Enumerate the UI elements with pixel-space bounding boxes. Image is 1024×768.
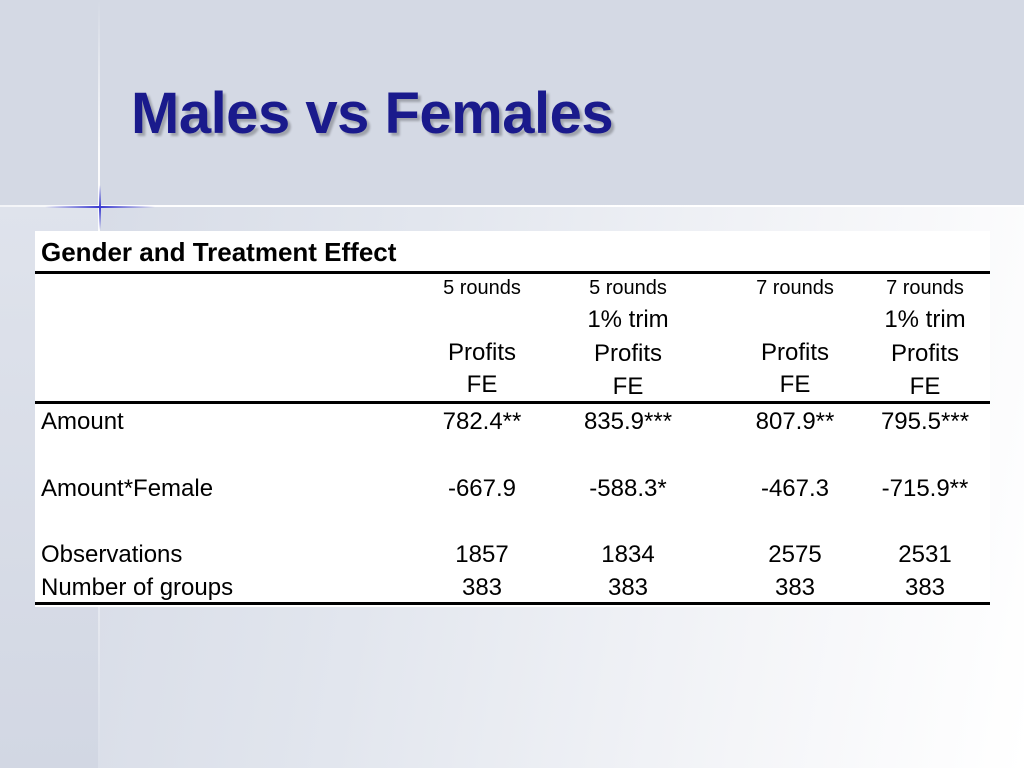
cell-amount-col3: 807.9** xyxy=(755,408,835,435)
col1-dep: Profits xyxy=(447,339,517,366)
table-caption: Gender and Treatment Effect xyxy=(41,237,397,267)
cell-amount-female-col3: -467.3 xyxy=(760,475,830,502)
cell-observations-col4: 2531 xyxy=(898,541,952,568)
col1-rounds: 5 rounds xyxy=(443,277,521,299)
title-band xyxy=(0,0,1024,205)
col4-dep: Profits xyxy=(890,340,960,367)
col2-dep: Profits xyxy=(593,340,663,367)
cell-groups-col2: 383 xyxy=(607,574,649,601)
cell-amount-female-col4: -715.9** xyxy=(881,475,969,502)
cell-amount-col1: 782.4** xyxy=(442,408,522,435)
col4-rounds: 7 rounds xyxy=(886,277,964,299)
col4-trim: 1% trim xyxy=(884,306,966,333)
col2-model: FE xyxy=(612,373,644,400)
cell-groups-col3: 383 xyxy=(774,574,816,601)
col3-rounds: 7 rounds xyxy=(756,277,834,299)
slide-title: Males vs Females xyxy=(131,81,614,146)
row-label-number-of-groups: Number of groups xyxy=(41,574,234,601)
cell-amount-female-col1: -667.9 xyxy=(447,475,517,502)
col3-dep: Profits xyxy=(760,339,830,366)
col3-model: FE xyxy=(779,371,811,398)
table-top-rule xyxy=(35,271,990,274)
table-header-rule xyxy=(35,401,990,404)
col2-trim: 1% trim xyxy=(587,306,669,333)
cell-amount-col2: 835.9*** xyxy=(583,408,673,435)
col4-model: FE xyxy=(909,373,941,400)
results-table: Gender and Treatment Effect 5 rounds 5 r… xyxy=(35,231,990,607)
cell-amount-col4: 795.5*** xyxy=(880,408,970,435)
col2-rounds: 5 rounds xyxy=(589,277,667,299)
cell-groups-col1: 383 xyxy=(461,574,503,601)
cell-observations-col3: 2575 xyxy=(768,541,822,568)
row-label-amount-female: Amount*Female xyxy=(41,475,214,502)
cell-observations-col2: 1834 xyxy=(601,541,655,568)
col1-model: FE xyxy=(466,371,498,398)
decor-star-horizontal xyxy=(45,206,155,208)
row-label-observations: Observations xyxy=(41,541,183,568)
table-bottom-rule xyxy=(35,602,990,605)
cell-observations-col1: 1857 xyxy=(455,541,509,568)
cell-amount-female-col2: -588.3* xyxy=(589,475,667,502)
cell-groups-col4: 383 xyxy=(904,574,946,601)
decor-horizontal-line xyxy=(0,205,1024,207)
row-label-amount: Amount xyxy=(41,408,124,435)
